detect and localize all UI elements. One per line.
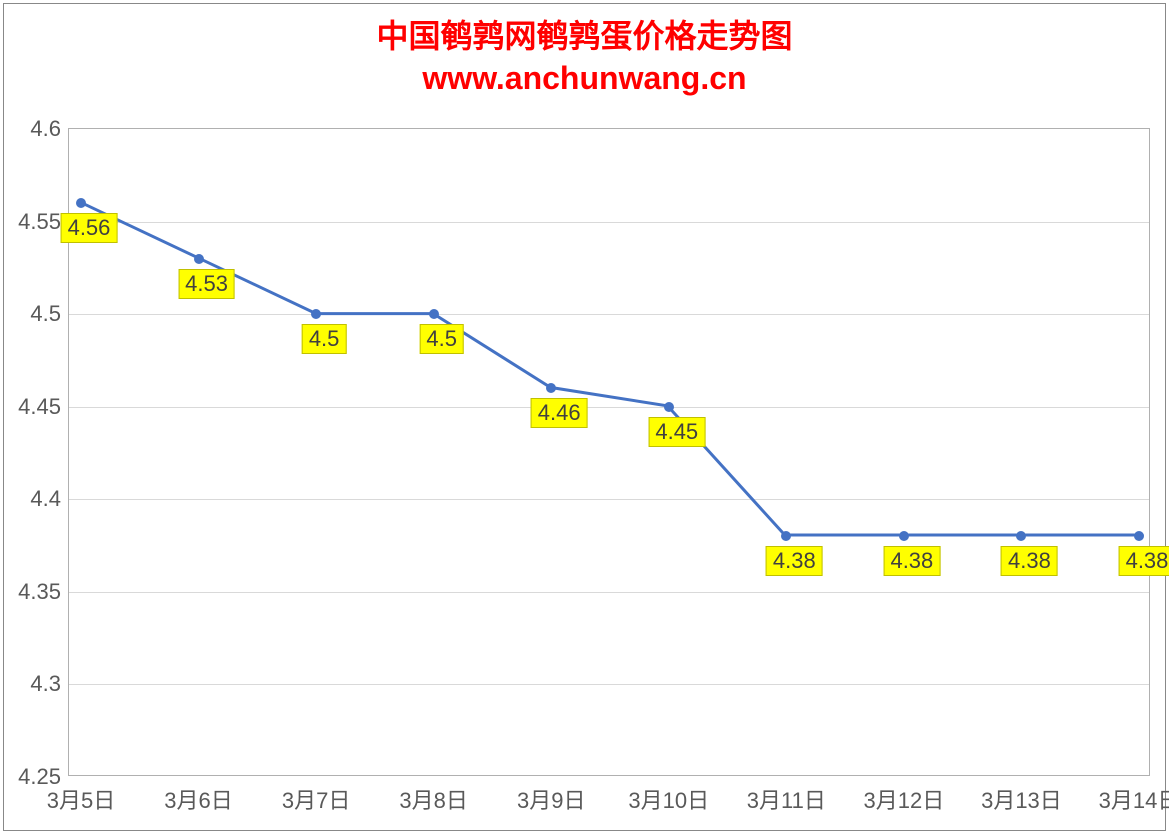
title-line-1: 中国鹌鹑网鹌鹑蛋价格走势图 bbox=[4, 16, 1165, 58]
data-label: 4.5 bbox=[302, 324, 347, 354]
x-tick-label: 3月11日 bbox=[747, 775, 826, 815]
data-label: 4.45 bbox=[648, 417, 705, 447]
data-point bbox=[76, 198, 86, 208]
chart-container: 中国鹌鹑网鹌鹑蛋价格走势图 www.anchunwang.cn 4.254.34… bbox=[3, 3, 1166, 831]
data-label: 4.46 bbox=[531, 398, 588, 428]
data-label: 4.56 bbox=[61, 213, 118, 243]
x-tick-label: 3月10日 bbox=[628, 775, 709, 815]
data-point bbox=[429, 309, 439, 319]
x-tick-label: 3月5日 bbox=[47, 775, 115, 815]
data-point bbox=[1016, 531, 1026, 541]
x-tick-label: 3月9日 bbox=[517, 775, 585, 815]
x-tick-label: 3月6日 bbox=[164, 775, 232, 815]
y-tick-label: 4.4 bbox=[30, 486, 69, 512]
data-label: 4.38 bbox=[883, 546, 940, 576]
y-tick-label: 4.5 bbox=[30, 301, 69, 327]
plot-area: 4.254.34.354.44.454.54.554.63月5日3月6日3月7日… bbox=[68, 128, 1150, 776]
data-label: 4.38 bbox=[1119, 546, 1169, 576]
data-label: 4.53 bbox=[178, 269, 235, 299]
x-tick-label: 3月7日 bbox=[282, 775, 350, 815]
data-label: 4.38 bbox=[1001, 546, 1058, 576]
x-tick-label: 3月14日 bbox=[1099, 775, 1169, 815]
y-tick-label: 4.35 bbox=[18, 579, 69, 605]
data-point bbox=[194, 254, 204, 264]
data-label: 4.38 bbox=[766, 546, 823, 576]
y-tick-label: 4.45 bbox=[18, 394, 69, 420]
data-point bbox=[1134, 531, 1144, 541]
y-tick-label: 4.3 bbox=[30, 671, 69, 697]
data-point bbox=[664, 402, 674, 412]
data-label: 4.5 bbox=[419, 324, 464, 354]
data-point bbox=[546, 383, 556, 393]
line-path bbox=[69, 129, 1149, 775]
x-tick-label: 3月8日 bbox=[399, 775, 467, 815]
title-line-2: www.anchunwang.cn bbox=[4, 58, 1165, 100]
y-tick-label: 4.6 bbox=[30, 116, 69, 142]
data-point bbox=[311, 309, 321, 319]
data-point bbox=[899, 531, 909, 541]
x-tick-label: 3月13日 bbox=[981, 775, 1062, 815]
data-point bbox=[781, 531, 791, 541]
x-tick-label: 3月12日 bbox=[864, 775, 945, 815]
chart-title: 中国鹌鹑网鹌鹑蛋价格走势图 www.anchunwang.cn bbox=[4, 4, 1165, 99]
